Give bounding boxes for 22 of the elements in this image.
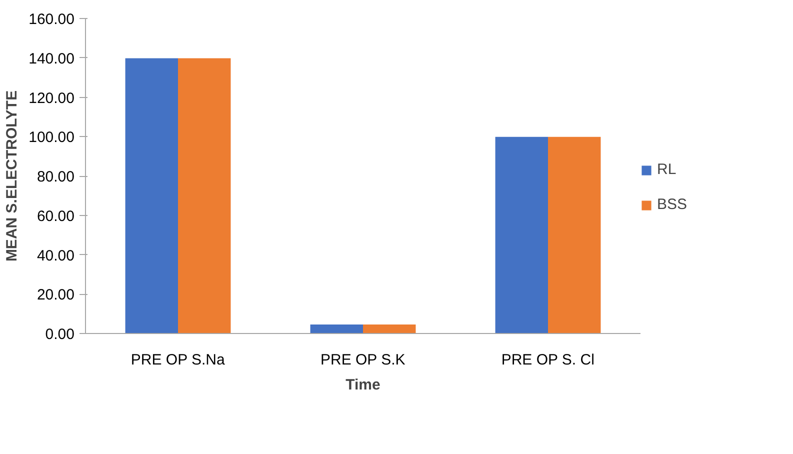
y-tick-label: 160.00	[28, 11, 75, 28]
y-tick-label: 20.00	[36, 286, 75, 304]
y-tick-label: 40.00	[36, 247, 75, 264]
bar	[495, 136, 548, 334]
x-tick-label: PRE OP S.K	[320, 352, 406, 368]
legend-label: RL	[657, 161, 677, 178]
bar	[178, 58, 231, 334]
y-tick-label: 60.00	[36, 208, 75, 225]
bar	[125, 58, 178, 334]
y-axis-title: MEAN S.ELECTROLYTE	[4, 90, 21, 262]
legend-label: BSS	[657, 196, 688, 213]
y-tick-label: 120.00	[28, 90, 75, 107]
bar	[363, 324, 416, 334]
x-axis-title: Time	[346, 376, 380, 394]
x-tick-label: PRE OP S.Na	[130, 352, 226, 368]
bar	[310, 324, 363, 334]
bar	[548, 136, 601, 334]
x-tick-label: PRE OP S. Cl	[501, 352, 594, 368]
y-tick-label: 140.00	[28, 50, 75, 68]
y-tick-label: 0.00	[45, 326, 75, 343]
y-tick-label: 100.00	[28, 129, 75, 146]
y-tick-label: 80.00	[36, 168, 75, 186]
